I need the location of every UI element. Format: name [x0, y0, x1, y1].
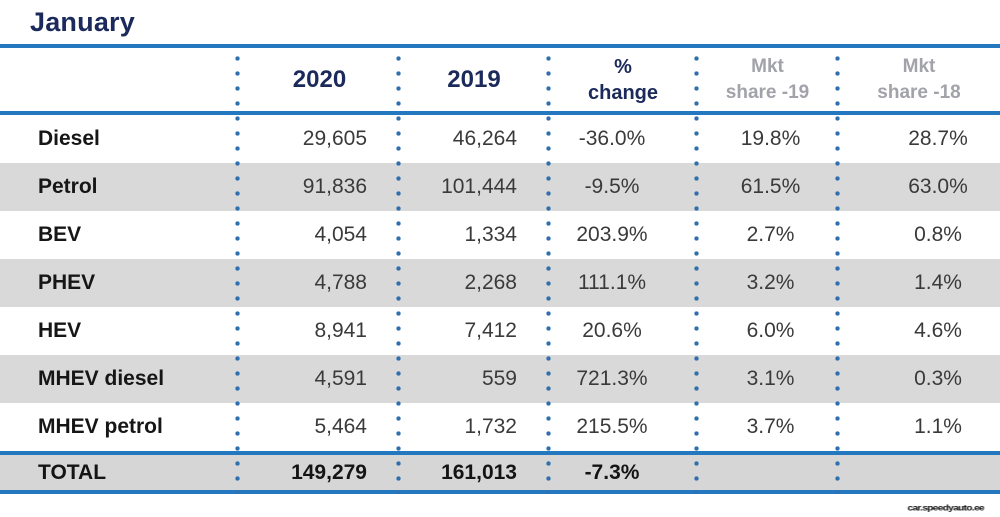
value-2020: 8,941 [314, 319, 367, 342]
value-mkt-share-19: 3.2% [746, 271, 795, 294]
value-mkt-share-18: 4.6% [914, 319, 962, 342]
table-row-phev: PHEV 4,788 2,268 111.1% 3.2% 1.4% [0, 259, 1000, 307]
value-2019: 1,334 [464, 223, 517, 246]
value-2019: 7,412 [464, 319, 517, 342]
title-block: January [0, 0, 1000, 44]
value-2020: 4,788 [314, 271, 367, 294]
table-row-mhev-diesel: MHEV diesel 4,591 559 721.3% 3.1% 0.3% [0, 355, 1000, 403]
value-pct-change: 20.6% [582, 319, 642, 342]
table-row-bev: BEV 4,054 1,334 203.9% 2.7% 0.8% [0, 211, 1000, 259]
value-mkt-share-18: 1.1% [914, 415, 962, 438]
value-pct-change: -9.5% [584, 175, 640, 198]
value-2019: 1,732 [464, 415, 517, 438]
value-mkt-share-19: 3.1% [746, 367, 795, 390]
column-header-pct-change-text: % change [587, 55, 659, 104]
column-header-2020: 2020 [292, 65, 347, 93]
value-pct-change: 721.3% [576, 367, 648, 390]
column-header-2019: 2019 [447, 65, 501, 93]
table-row-total: TOTAL 149,279 161,013 -7.3% [0, 451, 1000, 494]
row-label: BEV [38, 223, 82, 246]
value-2019: 101,444 [441, 175, 517, 198]
row-label: Diesel [38, 127, 100, 150]
table-row-petrol: Petrol 91,836 101,444 -9.5% 61.5% 63.0% [0, 163, 1000, 211]
table-row-mhev-petrol: MHEV petrol 5,464 1,732 215.5% 3.7% 1.1% [0, 403, 1000, 451]
value-pct-change: 215.5% [576, 415, 648, 438]
column-header-mkt-share-19-text: Mkt share -19 [725, 55, 810, 103]
page-title: January [30, 7, 135, 37]
value-mkt-share-18: 0.3% [914, 367, 962, 390]
row-label: MHEV diesel [38, 367, 165, 390]
table-row-hev: HEV 8,941 7,412 20.6% 6.0% 4.6% [0, 307, 1000, 355]
value-pct-change: 111.1% [577, 271, 647, 294]
value-2020: 4,054 [314, 223, 367, 246]
row-label: MHEV petrol [38, 415, 163, 438]
row-label: PHEV [38, 271, 96, 294]
table-header-row: 2020 2019 % change Mkt share -19 Mkt share … [0, 48, 1000, 115]
value-2019: 2,268 [464, 271, 517, 294]
data-table: 2020 2019 % change Mkt share -19 Mkt share … [0, 44, 1000, 494]
value-2020: 4,591 [314, 367, 367, 390]
value-2020: 5,464 [314, 415, 367, 438]
value-mkt-share-18 [838, 455, 1000, 490]
column-header-mkt-share-19: Mkt share -19 [697, 48, 838, 111]
value-mkt-share-19: 61.5% [740, 175, 801, 198]
value-2020: 91,836 [302, 175, 367, 198]
value-mkt-share-18: 0.8% [914, 223, 962, 246]
value-mkt-share-18: 63.0% [908, 175, 968, 198]
value-pct-change: -7.3% [584, 460, 640, 484]
value-pct-change: -36.0% [578, 127, 646, 150]
value-mkt-share-19: 2.7% [746, 223, 795, 246]
value-2020: 29,605 [302, 127, 367, 150]
value-mkt-share-18: 28.7% [908, 127, 968, 150]
table-row-diesel: Diesel 29,605 46,264 -36.0% 19.8% 28.7% [0, 115, 1000, 163]
value-2019: 46,264 [452, 127, 517, 150]
value-2019: 559 [481, 367, 517, 390]
value-2019: 161,013 [441, 460, 517, 484]
value-mkt-share-19: 19.8% [740, 127, 801, 150]
column-header-mkt-share-18-text: Mkt share -18 [877, 55, 961, 103]
watermark-text: car.speedyauto.ee [907, 503, 984, 514]
value-mkt-share-19: 6.0% [746, 319, 795, 342]
row-label: Petrol [38, 175, 98, 198]
value-mkt-share-19: 3.7% [746, 415, 795, 438]
value-pct-change: 203.9% [576, 223, 648, 246]
value-mkt-share-19 [697, 455, 838, 490]
value-2020: 149,279 [291, 460, 367, 484]
row-label: TOTAL [38, 460, 107, 484]
row-label: HEV [38, 319, 82, 342]
value-mkt-share-18: 1.4% [914, 271, 962, 294]
column-header-pct-change: % change [549, 48, 697, 111]
column-header-mkt-share-18: Mkt share -18 [838, 48, 1000, 111]
column-header-blank [0, 48, 240, 111]
